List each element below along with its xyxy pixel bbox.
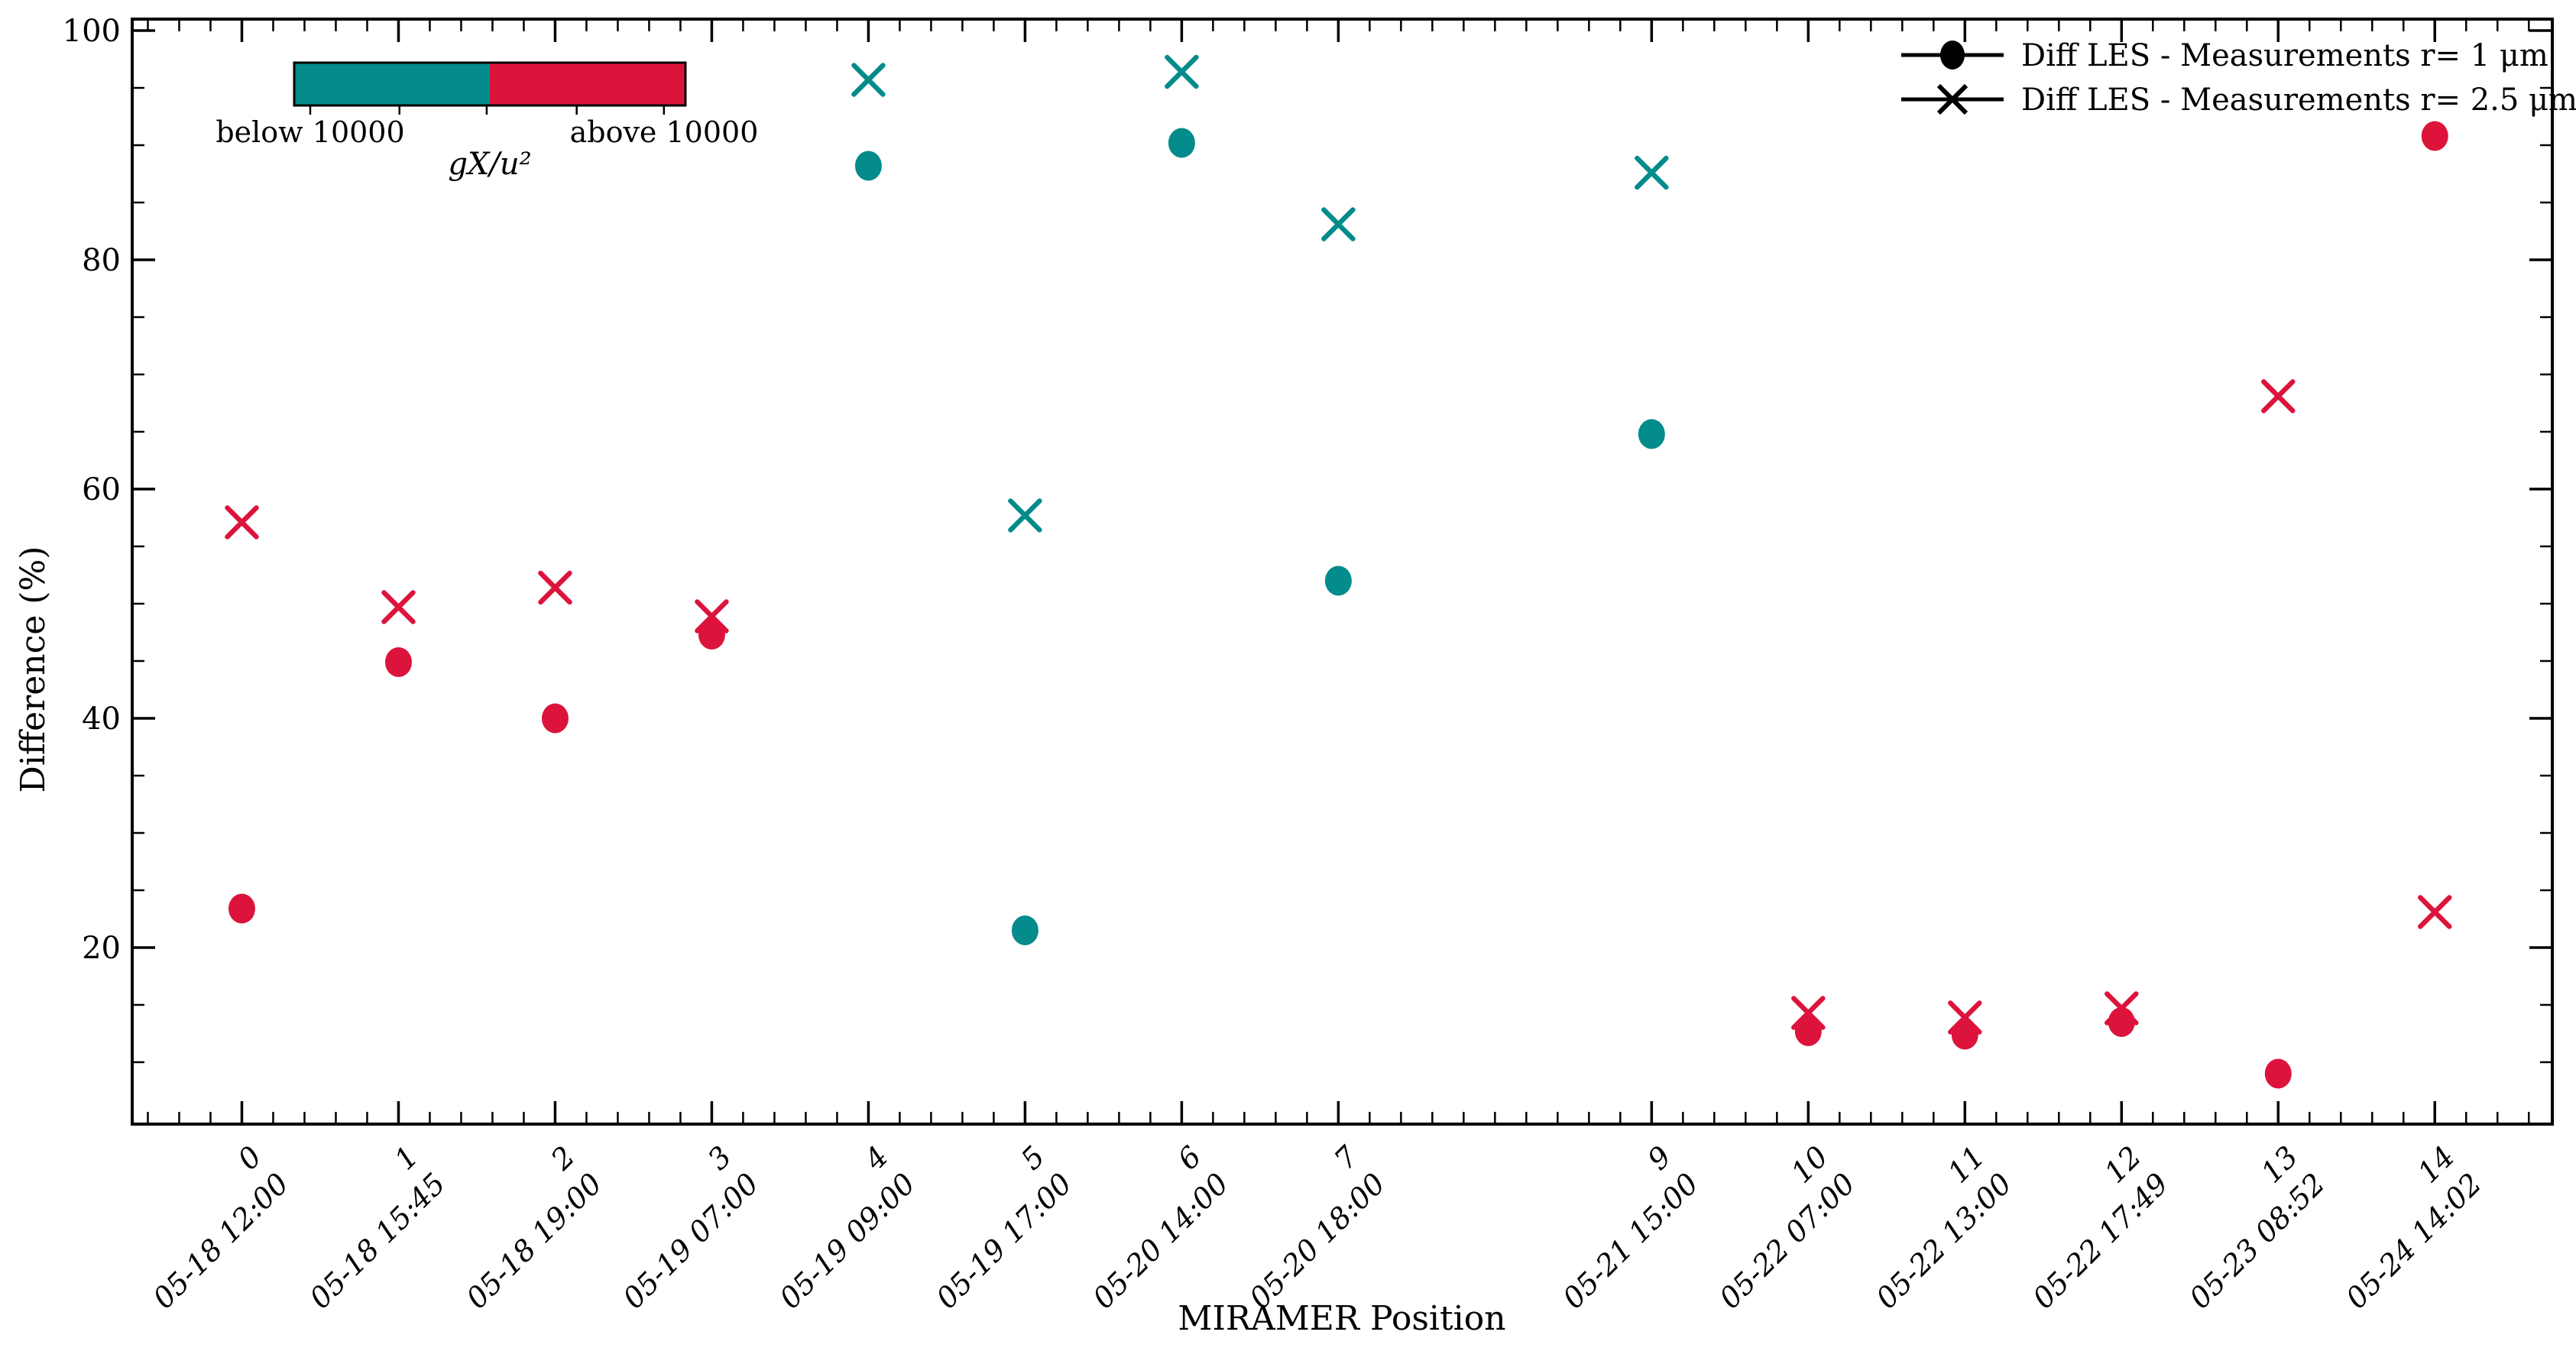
x-tick-position-label: 1 [388, 1139, 425, 1176]
plot-frame [131, 18, 2554, 1126]
x-tick-label-group: 705-20 18:00 [1243, 1139, 1392, 1316]
data-point-x-r25 [1321, 207, 1356, 241]
x-tick-position-label: 4 [857, 1139, 895, 1177]
data-point-circle-r1 [1638, 419, 1665, 449]
x-tick-position-label: 5 [1015, 1139, 1051, 1176]
colorbar-ticks [309, 105, 666, 115]
legend-label-r25: Diff LES - Measurements r= 2.5 μm [2021, 83, 2576, 118]
x-tick-datetime-label: 05-18 15:45 [303, 1167, 452, 1316]
data-point-circle-r1 [1011, 915, 1039, 945]
y-tick-label: 80 [82, 243, 121, 278]
data-point-circle-r1 [228, 893, 255, 924]
x-tick-datetime-label: 05-22 07:00 [1712, 1167, 1862, 1316]
y-axis-title: Difference (%) [14, 546, 53, 793]
legend-entry-r1: Diff LES - Measurements r= 1 μm [1901, 38, 2548, 73]
plot-border [131, 18, 2554, 1126]
x-tick-label-group: 305-19 07:00 [617, 1139, 766, 1316]
legend-label-r1: Diff LES - Measurements r= 1 μm [2021, 38, 2548, 73]
data-point-x-r25 [381, 590, 416, 624]
x-tick-position-label: 6 [1171, 1139, 1208, 1176]
x-tick-position-label: 3 [702, 1139, 738, 1176]
legend-entry-r25: Diff LES - Measurements r= 2.5 μm [1901, 83, 2576, 118]
x-tick-label-group: 905-21 15:00 [1557, 1139, 1706, 1316]
data-point-x-r25 [2261, 379, 2296, 413]
y-tick-label: 100 [63, 14, 121, 49]
x-tick-datetime-label: 05-24 14:02 [2339, 1167, 2488, 1316]
x-tick-datetime-label: 05-18 12:00 [147, 1167, 296, 1316]
data-point-circle-r1 [1168, 128, 1195, 158]
x-tick-datetime-label: 05-22 17:49 [2026, 1167, 2175, 1316]
data-point-circle-r1 [384, 647, 412, 677]
axis-ticks [132, 19, 2552, 1124]
x-tick-label-group: 205-18 19:00 [460, 1139, 609, 1316]
legend-circle-marker-icon [1940, 41, 1965, 70]
data-points [225, 54, 2452, 1089]
x-tick-label-group: 605-20 14:00 [1087, 1139, 1236, 1316]
x-tick-label-group: 005-18 12:00 [147, 1139, 296, 1316]
data-point-x-r25 [1635, 155, 1669, 190]
data-point-x-r25 [1948, 1000, 1982, 1035]
x-tick-position-label: 2 [544, 1139, 582, 1177]
x-tick-datetime-label: 05-19 07:00 [617, 1167, 766, 1316]
x-tick-position-label: 7 [1328, 1139, 1366, 1177]
x-tick-label-group: 405-19 09:00 [773, 1139, 922, 1316]
data-point-circle-r1 [698, 620, 725, 650]
y-tick-label: 60 [82, 472, 121, 507]
x-tick-datetime-label: 05-18 19:00 [460, 1167, 609, 1316]
x-tick-position-label: 9 [1641, 1139, 1677, 1176]
colorbar-above-label: above 10000 [570, 115, 759, 149]
y-tick-label: 40 [82, 702, 121, 737]
x-tick-label-group: 105-18 15:45 [303, 1139, 452, 1316]
colorbar-legend: below 10000 above 10000 gX/u² [215, 61, 759, 182]
data-point-x-r25 [1791, 996, 1826, 1030]
colorbar-title: gX/u² [448, 147, 531, 182]
data-point-circle-r1 [2264, 1058, 2292, 1089]
data-point-circle-r1 [541, 703, 569, 734]
legend-x-marker-icon [1936, 83, 1968, 115]
series-legend: Diff LES - Measurements r= 1 μm Diff LES… [1901, 38, 2576, 118]
data-point-x-r25 [538, 570, 572, 605]
colorbar-below-swatch [294, 63, 490, 105]
colorbar-border [293, 61, 687, 107]
data-point-circle-r1 [2421, 121, 2448, 151]
x-tick-label-group: 505-19 17:00 [930, 1139, 1079, 1316]
x-tick-datetime-label: 05-19 17:00 [930, 1167, 1079, 1316]
colorbar-above-swatch [490, 63, 685, 105]
x-tick-datetime-label: 05-19 09:00 [773, 1167, 922, 1316]
x-tick-datetime-label: 05-20 18:00 [1243, 1167, 1392, 1316]
data-point-x-r25 [2418, 895, 2452, 929]
x-tick-datetime-label: 05-20 14:00 [1087, 1167, 1236, 1316]
data-point-x-r25 [225, 505, 259, 540]
data-point-circle-r1 [854, 151, 882, 181]
data-point-x-r25 [695, 599, 729, 633]
data-point-circle-r1 [1324, 565, 1352, 596]
data-point-x-r25 [851, 63, 886, 97]
x-tick-datetime-label: 05-23 08:52 [2182, 1167, 2331, 1316]
x-tick-datetime-label: 05-22 13:00 [1869, 1167, 2018, 1316]
data-point-x-r25 [1165, 54, 1199, 89]
x-tick-datetime-label: 05-21 15:00 [1557, 1167, 1706, 1316]
y-tick-label: 20 [82, 931, 121, 966]
data-point-x-r25 [2105, 991, 2139, 1026]
x-tick-position-label: 0 [232, 1139, 268, 1176]
colorbar-below-label: below 10000 [215, 115, 404, 149]
data-point-circle-r1 [1794, 1016, 1822, 1046]
y-tick-labels: 20 40 60 80 100 [63, 14, 121, 966]
data-point-x-r25 [1008, 498, 1042, 533]
x-axis-title: MIRAMER Position [1178, 1299, 1505, 1338]
